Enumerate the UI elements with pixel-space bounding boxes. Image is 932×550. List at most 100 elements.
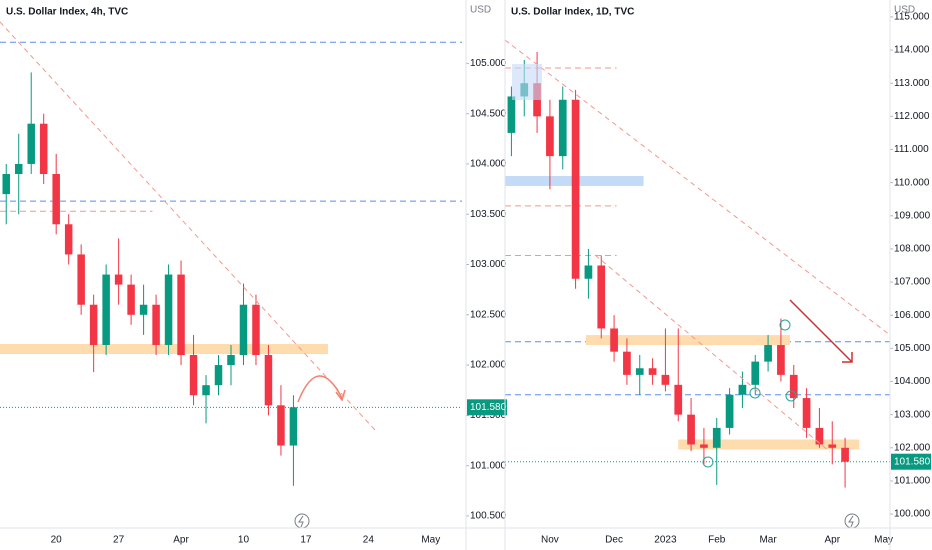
y-tick-label: 103.000 — [894, 409, 931, 420]
x-tick-label: Feb — [708, 535, 726, 546]
axis-unit: USD — [470, 5, 491, 16]
candle-body — [635, 368, 644, 375]
y-tick-label: 110.000 — [894, 177, 930, 188]
marker — [779, 319, 791, 331]
last-price-box — [467, 399, 507, 416]
y-tick-label: 102.000 — [470, 360, 507, 371]
y-tick-label: 104.500 — [470, 108, 507, 119]
candle-body — [700, 444, 708, 448]
candle-body — [52, 173, 60, 225]
candle-body — [725, 394, 734, 428]
candle-body — [127, 284, 135, 315]
candle-body — [610, 328, 618, 352]
candle-body — [77, 254, 85, 305]
y-tick-label: 112.000 — [894, 111, 930, 122]
level-band — [0, 343, 329, 354]
trend-line — [0, 21, 376, 431]
y-tick-label: 104.000 — [470, 159, 507, 170]
y-tick-label: 105.000 — [894, 343, 931, 354]
x-tick-label: Apr — [173, 535, 189, 546]
x-tick-label: 20 — [51, 535, 63, 546]
candle-body — [27, 123, 35, 164]
y-tick-label: 102.500 — [470, 309, 507, 320]
candle-body — [712, 427, 721, 448]
arrow-head — [335, 389, 346, 402]
candle-body — [687, 414, 695, 445]
candle-body — [789, 374, 798, 399]
curved-arrow — [297, 375, 343, 403]
candle-body — [815, 427, 824, 445]
candle-body — [177, 274, 185, 356]
x-tick-label: 10 — [238, 535, 250, 546]
candle-body — [2, 173, 10, 195]
x-tick-label: Dec — [605, 535, 623, 546]
trend-line — [594, 254, 831, 453]
y-tick-label: 107.000 — [894, 277, 931, 288]
y-tick-label: 101.000 — [470, 460, 507, 471]
arrow — [789, 299, 853, 363]
x-tick-label: 24 — [363, 535, 375, 546]
candle-body — [152, 304, 160, 345]
marker — [749, 387, 761, 399]
candle-body — [738, 384, 747, 395]
y-tick-label: 102.000 — [894, 442, 931, 453]
y-tick-label: 106.000 — [894, 310, 931, 321]
y-tick-label: 100.000 — [894, 509, 931, 520]
candle-body — [264, 355, 273, 406]
candle-body — [102, 274, 110, 345]
level-band — [678, 439, 860, 450]
candle-body — [114, 274, 123, 285]
arrow-head — [842, 352, 853, 363]
candle-body — [584, 265, 593, 279]
event-icon-bolt — [848, 515, 854, 528]
candle-body — [777, 345, 785, 375]
candle-body — [89, 304, 98, 345]
candle-body — [571, 99, 580, 279]
candle-body — [39, 123, 48, 174]
last-price-box — [891, 453, 931, 470]
candle-body — [558, 99, 567, 157]
chart-title: U.S. Dollar Index, 1D, TVC — [511, 7, 634, 18]
candle-body — [252, 304, 260, 356]
candle-body — [623, 351, 631, 375]
candle-body — [802, 398, 811, 428]
x-tick-label: 17 — [300, 535, 312, 546]
candle-body — [227, 355, 235, 366]
candle-body — [277, 405, 285, 446]
y-tick-label: 101.000 — [894, 476, 931, 487]
candle-body — [546, 116, 554, 157]
candle-body — [189, 355, 198, 396]
y-tick-label: 103.000 — [470, 259, 507, 270]
y-tick-label: 114.000 — [894, 45, 930, 56]
axis-unit: USD — [894, 5, 915, 16]
marker — [785, 390, 797, 402]
last-price-label: 101.580 — [894, 456, 931, 467]
candle-body — [202, 385, 210, 396]
candle-body — [751, 361, 760, 385]
y-tick-label: 103.500 — [470, 209, 507, 220]
y-tick-label: 108.000 — [894, 244, 931, 255]
candle-body — [289, 407, 298, 446]
y-tick-label: 111.000 — [894, 144, 929, 155]
candle-body — [597, 265, 606, 329]
x-tick-label: 27 — [113, 535, 125, 546]
last-price-label: 101.580 — [470, 402, 507, 413]
x-tick-label: May — [874, 535, 893, 546]
candle-body — [828, 444, 837, 448]
x-tick-label: Mar — [759, 535, 777, 546]
x-tick-label: Nov — [541, 535, 559, 546]
x-tick-label: Apr — [824, 535, 840, 546]
y-tick-label: 104.000 — [894, 376, 931, 387]
y-tick-label: 115.000 — [894, 12, 930, 23]
x-tick-label: May — [421, 535, 440, 546]
x-tick-label: 2023 — [654, 535, 677, 546]
y-tick-label: 113.000 — [894, 78, 930, 89]
highlight-box — [512, 64, 542, 100]
candle-body — [239, 304, 248, 356]
candle-body — [214, 365, 223, 386]
candle-body — [764, 345, 772, 362]
y-tick-label: 109.000 — [894, 210, 931, 221]
level-band — [585, 335, 790, 346]
